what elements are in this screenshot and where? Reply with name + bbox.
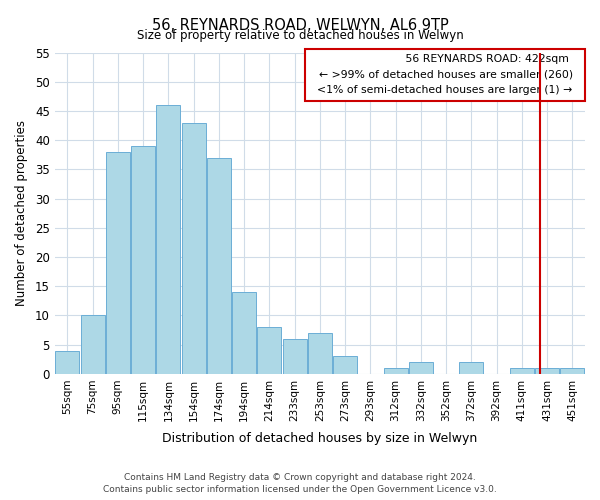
Text: Size of property relative to detached houses in Welwyn: Size of property relative to detached ho… — [137, 29, 463, 42]
Bar — [409, 362, 433, 374]
Bar — [283, 339, 307, 374]
Bar — [460, 362, 484, 374]
Bar — [308, 333, 332, 374]
Bar — [560, 368, 584, 374]
Bar — [257, 327, 281, 374]
X-axis label: Distribution of detached houses by size in Welwyn: Distribution of detached houses by size … — [162, 432, 478, 445]
Y-axis label: Number of detached properties: Number of detached properties — [15, 120, 28, 306]
Text: 56 REYNARDS ROAD: 422sqm   
  ← >99% of detached houses are smaller (260)  
  <1: 56 REYNARDS ROAD: 422sqm ← >99% of detac… — [310, 54, 580, 96]
Bar — [55, 350, 79, 374]
Bar — [182, 122, 206, 374]
Text: Contains HM Land Registry data © Crown copyright and database right 2024.
Contai: Contains HM Land Registry data © Crown c… — [103, 472, 497, 494]
Bar — [333, 356, 357, 374]
Bar — [232, 292, 256, 374]
Bar — [207, 158, 231, 374]
Bar — [383, 368, 407, 374]
Bar — [131, 146, 155, 374]
Text: 56, REYNARDS ROAD, WELWYN, AL6 9TP: 56, REYNARDS ROAD, WELWYN, AL6 9TP — [152, 18, 448, 32]
Bar — [106, 152, 130, 374]
Bar — [510, 368, 534, 374]
Bar — [80, 316, 104, 374]
Bar — [535, 368, 559, 374]
Bar — [157, 105, 181, 374]
